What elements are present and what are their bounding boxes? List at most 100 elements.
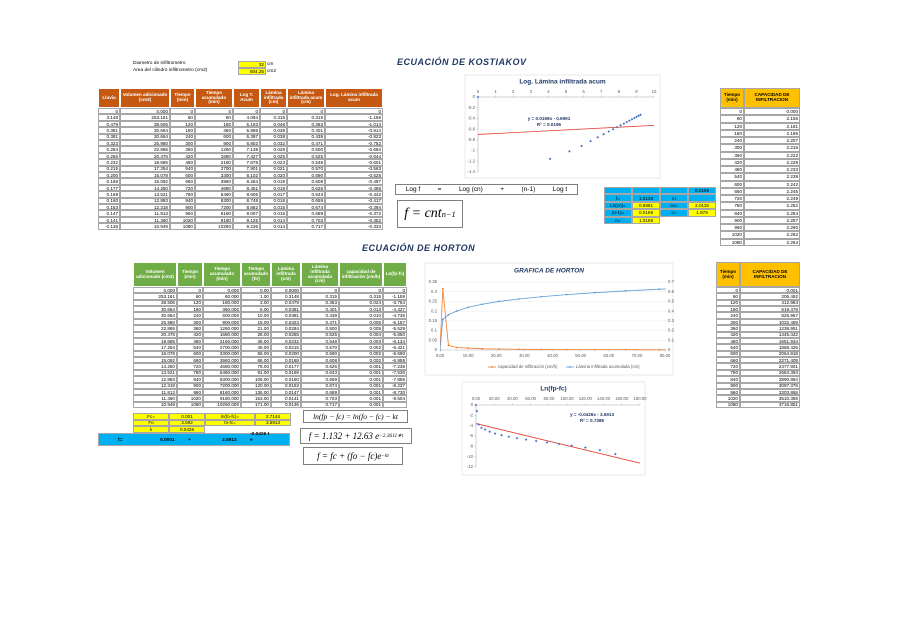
table-cell: 3097.376 xyxy=(740,382,800,389)
table-cell xyxy=(383,401,407,409)
input-unit: cm xyxy=(267,62,274,67)
data-point xyxy=(475,409,479,413)
legend-marker xyxy=(569,366,571,368)
table-cell: 8160 xyxy=(195,210,233,217)
data-point xyxy=(557,442,561,446)
x-tick-label: 2 xyxy=(512,89,515,94)
table-cell: 0.200 xyxy=(98,172,120,179)
input-label: Diametro de infiltrometro xyxy=(133,61,186,66)
table-cell: 1020 xyxy=(170,216,195,224)
y2-tick-label: 0.5 xyxy=(668,299,675,304)
header-cell: Lámina infiltrada acumulada (cm) xyxy=(301,262,339,287)
table-cell: 2160.000 xyxy=(203,337,241,345)
data-point xyxy=(615,125,619,129)
table-cell: 22.865 xyxy=(133,325,177,332)
table-cell: 900 xyxy=(720,216,744,224)
table-cell: 480 xyxy=(716,337,740,345)
table-cell: 0.136 xyxy=(98,223,120,230)
y-tick-label: 0 xyxy=(435,347,438,352)
table-cell: 1651.934 xyxy=(740,337,800,345)
table-cell: -6.134 xyxy=(383,337,407,345)
data-point xyxy=(500,433,503,437)
y2-tick-label: 0.1 xyxy=(668,337,675,342)
table-cell: 4.094 xyxy=(233,114,260,121)
table-cell: -0.497 xyxy=(325,178,383,185)
y2-tick-label: 0.6 xyxy=(668,289,675,294)
formula-exponent: −2.3611∗t xyxy=(379,433,404,439)
formula-exponent: n−1 xyxy=(441,209,456,219)
result-cell: x t xyxy=(660,194,688,202)
x-tick-label: 80.00 xyxy=(544,396,555,401)
table-cell: 619.476 xyxy=(740,306,800,313)
table-cell: 0.0479 xyxy=(271,299,301,307)
table-cell: 120.00 xyxy=(241,382,271,389)
table-cell: 0.038 xyxy=(260,133,287,140)
x-tick-label: 140.00 xyxy=(597,396,611,401)
table-cell: -5.850 xyxy=(383,331,407,338)
table-cell: 6300 xyxy=(195,197,233,204)
formula-part: (n-1) xyxy=(521,186,536,193)
table-cell: 60.000 xyxy=(203,293,241,300)
table-cell: 240 xyxy=(716,312,740,319)
table-cell: -3.764 xyxy=(383,299,407,307)
kostiakov-linear: Log f = Log (cn) + (n-1) Log t xyxy=(395,184,578,195)
table-cell: 30.664 xyxy=(133,312,177,319)
series-point xyxy=(447,313,450,316)
formula: f = cnt n−1 xyxy=(397,200,463,228)
data-point xyxy=(545,441,549,444)
data-point xyxy=(568,150,571,153)
table-cell: 1680.000 xyxy=(203,331,241,338)
table-cell: 253.161 xyxy=(133,293,177,300)
data-point xyxy=(488,430,491,433)
table-cell: 600.000 xyxy=(203,312,241,319)
table-cell: 825.967 xyxy=(740,312,800,319)
table-cell: 0.001 xyxy=(740,287,800,294)
table-cell: 0.017 xyxy=(260,191,287,198)
series-point xyxy=(540,295,543,298)
table-cell: 0.439 xyxy=(301,312,339,319)
table-cell: 5460 xyxy=(195,191,233,198)
data-point xyxy=(628,119,631,122)
table-cell: 900.000 xyxy=(203,318,241,326)
header-cell: Lluvia xyxy=(98,88,120,108)
table-cell: 0.020 xyxy=(260,172,287,179)
y-tick-label: -8 xyxy=(469,443,473,448)
y-tick-label: -12 xyxy=(467,464,474,469)
table-cell: 12.318 xyxy=(133,382,177,389)
series-point xyxy=(455,346,458,349)
table-cell: 7.678 xyxy=(233,159,260,166)
x-tick-label: 80.00 xyxy=(660,353,671,358)
table-cell: 0.703 xyxy=(287,216,325,224)
input-value: 32 xyxy=(238,61,266,68)
table-cell: 0.0188 xyxy=(271,357,301,364)
table-cell: 0.626 xyxy=(301,363,339,370)
trend-label: y = 0.0169x - 0.6991 xyxy=(528,116,571,121)
data-point xyxy=(483,428,487,431)
header-cell: Tiempo acumulado (hr) xyxy=(241,262,271,287)
table-cell: 0.001 xyxy=(339,388,383,396)
series-point xyxy=(440,349,441,351)
table-cell: 30.664 xyxy=(120,133,170,140)
table-cell: -0.752 xyxy=(325,140,383,147)
input-unit: cm2 xyxy=(267,69,277,74)
result-cell: 0.6991 xyxy=(632,201,660,210)
table-cell: -6.959 xyxy=(383,357,407,364)
table-cell: 0.471 xyxy=(287,140,325,147)
y-tick-label: 0.05 xyxy=(429,337,438,342)
y-tick-label: -10 xyxy=(467,454,474,459)
table-cell: 0.0141 xyxy=(271,395,301,402)
series-point xyxy=(695,287,697,289)
data-point xyxy=(625,120,629,124)
table-cell: 0.315 xyxy=(339,293,383,300)
result-cell: ln(fo-fc)= xyxy=(205,413,255,420)
result-cell: f= xyxy=(604,194,632,202)
table-cell: 0.643 xyxy=(301,369,339,377)
table-cell: 16.078 xyxy=(133,350,177,358)
chart-title: Ln(fp-fc) xyxy=(540,386,566,393)
table-cell: 1080 xyxy=(177,401,203,409)
data-point xyxy=(596,135,600,139)
table-cell: 180 xyxy=(195,120,233,128)
table-cell: 0.674 xyxy=(287,204,325,211)
data-point xyxy=(507,435,511,438)
